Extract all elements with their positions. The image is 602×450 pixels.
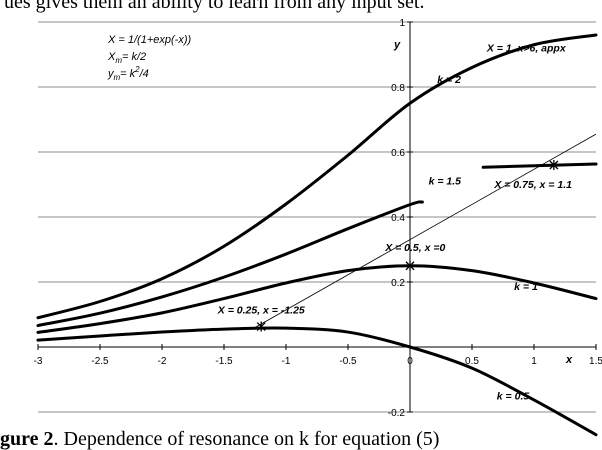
- series-line-k-0-5: [36, 326, 598, 437]
- annotation-2: k = 1: [514, 281, 538, 293]
- series-lines: [36, 33, 598, 437]
- formula-subscript-m2: m: [114, 73, 121, 82]
- annotation-4: X = 1, x>6, appx: [486, 42, 567, 54]
- annotation-6: X = 0.5, x =0: [384, 242, 445, 254]
- formula-y-symbol: y: [107, 68, 115, 80]
- formula-block: X = 1/(1+exp(-x)) Xm= k/2 ym= k2/4: [107, 34, 191, 82]
- grid-lines: [38, 21, 596, 413]
- formula-subscript-m: m: [115, 56, 122, 65]
- formula-y-value: = k: [120, 68, 135, 80]
- series-line-segment-4: [481, 162, 598, 169]
- y-tick-label-0: -0.2: [388, 408, 406, 419]
- x-tick-label-7: 0.5: [465, 356, 479, 367]
- figure-caption: gure 2. Dependence of resonance on k for…: [0, 428, 602, 450]
- y-tick-label-3: 0.4: [391, 213, 405, 224]
- annotation-1: k = 1.5: [429, 176, 462, 188]
- formula-line-3: ym= k2/4: [107, 65, 149, 82]
- point-marker-2: [549, 160, 559, 170]
- formula-line-1: X = 1/(1+exp(-x)): [107, 34, 191, 46]
- x-tick-label-9: 1.5: [589, 356, 602, 367]
- y-tick-label-4: 0.6: [391, 148, 405, 159]
- series-line-k-1: [36, 264, 598, 334]
- annotations: k = 2 k = 1.5 k = 1 k = 0.5 X = 1, x>6, appx…: [217, 42, 572, 402]
- x-tick-label-4: -1: [282, 356, 291, 367]
- x-tick-label-1: -2.5: [91, 356, 109, 367]
- annotation-5: X = 0.75, x = 1.1: [493, 179, 572, 191]
- x-tick-label-3: -1.5: [215, 356, 233, 367]
- y-tick-labels: -0.2 0.2 0.4 0.6 0.8 1: [388, 18, 406, 419]
- formula-superscript-2: 2: [134, 65, 140, 74]
- annotation-7: X = 0.25, x = -1.25: [217, 305, 305, 317]
- x-tick-label-8: 1: [531, 356, 537, 367]
- guide-line: [254, 133, 597, 328]
- formula-y-divisor: /4: [139, 68, 149, 80]
- y-tick-label-5: 0.8: [391, 83, 405, 94]
- annotation-0: k = 2: [437, 74, 461, 86]
- annotation-3: k = 0.5: [497, 390, 530, 402]
- x-tick-label-5: -0.5: [339, 356, 357, 367]
- x-axis-label: x: [565, 354, 573, 366]
- x-tick-label-2: -2: [158, 356, 167, 367]
- formula-line-2: Xm= k/2: [107, 51, 146, 65]
- caption-figure-number: gure 2: [0, 428, 54, 450]
- series-line-k-1-5: [36, 200, 424, 328]
- x-tick-label-6: 0: [407, 356, 413, 367]
- guide-line-group: [254, 133, 597, 328]
- point-marker-1: [405, 260, 415, 271]
- y-tick-label-6: 1: [399, 18, 405, 29]
- point-markers: [256, 160, 559, 332]
- series-line-k-2: [36, 33, 598, 320]
- y-axis-label: y: [393, 39, 401, 51]
- caption-text: . Dependence of resonance on k for equat…: [53, 428, 440, 450]
- y-tick-label-2: 0.2: [391, 278, 405, 289]
- point-marker-0: [256, 321, 266, 332]
- formula-x-symbol: X: [107, 51, 116, 63]
- x-tick-label-0: -3: [34, 356, 43, 367]
- x-tick-labels: -3 -2.5 -2 -1.5 -1 -0.5 0 0.5 1 1.5: [34, 356, 602, 367]
- top-text-fragment: ues gives them an ability to learn from …: [4, 0, 425, 13]
- formula-x-value: = k/2: [122, 51, 146, 63]
